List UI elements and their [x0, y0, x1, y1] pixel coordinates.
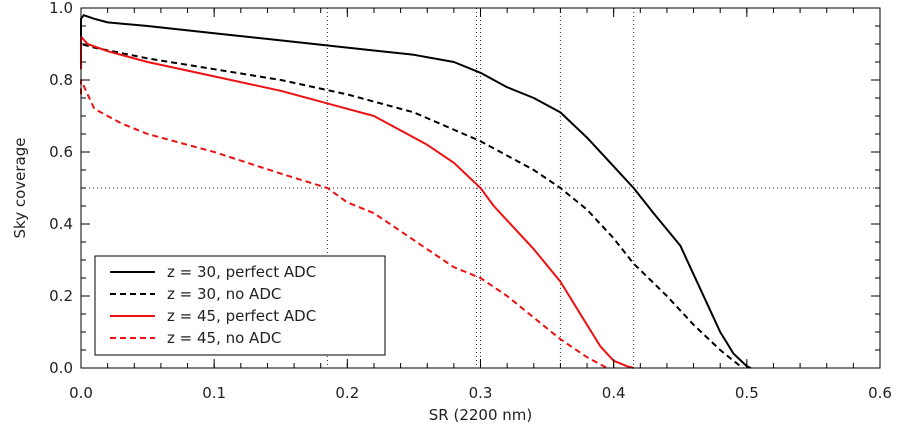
series-line-4 [80, 79, 608, 369]
x-axis-label: SR (2200 nm) [429, 406, 532, 424]
legend-label: z = 30, perfect ADC [167, 263, 316, 281]
legend-label: z = 45, no ADC [167, 329, 281, 347]
y-tick-label: 0.4 [49, 215, 73, 233]
legend-label: z = 45, perfect ADC [167, 307, 316, 325]
x-tick-label: 0.0 [69, 384, 93, 402]
x-tick-label: 0.1 [202, 384, 226, 402]
y-tick-label: 1.0 [49, 0, 73, 17]
y-tick-label: 0.2 [49, 287, 73, 305]
tick-labels: 0.0 0.1 0.2 0.3 0.4 0.5 0.6 0.0 0.2 0.4 0.6 0.8 1.0 [49, 0, 892, 402]
y-tick-label: 0.0 [49, 359, 73, 377]
y-tick-label: 0.8 [49, 71, 73, 89]
legend: z = 30, perfect ADC z = 30, no ADC z = 45,… [94, 255, 386, 356]
x-tick-label: 0.3 [469, 384, 493, 402]
x-tick-label: 0.6 [868, 384, 892, 402]
series-line-1 [80, 14, 752, 369]
axis-ticks [80, 7, 881, 369]
legend-label: z = 30, no ADC [167, 285, 281, 303]
y-tick-label: 0.6 [49, 143, 73, 161]
series-line-3 [80, 35, 634, 369]
y-axis-label: Sky coverage [11, 138, 29, 239]
x-tick-label: 0.4 [602, 384, 626, 402]
x-tick-label: 0.2 [335, 384, 359, 402]
x-tick-label: 0.5 [735, 384, 759, 402]
series-layer [80, 14, 752, 369]
